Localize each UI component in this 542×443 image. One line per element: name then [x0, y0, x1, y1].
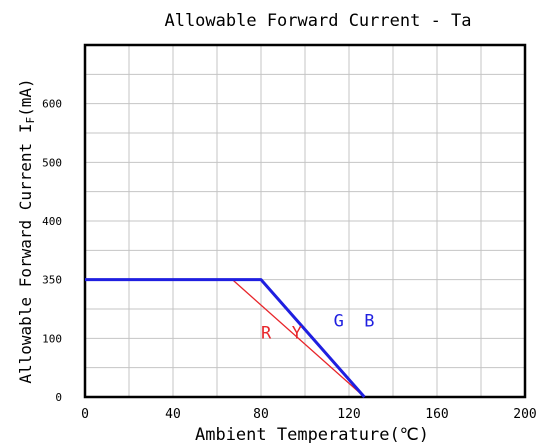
grid: [85, 45, 525, 397]
x-tick-label: 200: [513, 407, 536, 422]
y-tick-label: 350: [42, 274, 62, 287]
x-tick-label: 80: [253, 407, 269, 422]
x-axis-label: Ambient Temperature(℃): [195, 425, 429, 443]
x-tick-label: 0: [81, 407, 89, 422]
y-tick-label: 400: [42, 215, 62, 228]
x-tick-label: 120: [337, 407, 360, 422]
y-axis-label: Allowable Forward Current IF(mA): [16, 78, 37, 383]
y-axis-label-main: Allowable Forward Current I: [16, 124, 35, 384]
y-tick-label: 0: [55, 391, 62, 404]
x-tick-label: 160: [425, 407, 448, 422]
series-line-gb: [85, 278, 366, 398]
series-annotation: R Y: [261, 323, 302, 343]
chart-title: Allowable Forward Current - Ta: [164, 11, 471, 31]
x-tick-labels: 0 40 80 120 160 200: [81, 407, 537, 422]
y-axis-label-unit: (mA): [16, 78, 35, 117]
series-group: [85, 278, 366, 398]
annotations: R YG B: [261, 312, 375, 344]
y-tick-labels: 0 100 350 400 500 600: [42, 98, 62, 404]
y-tick-label: 100: [42, 332, 62, 345]
series-annotation: G B: [334, 312, 375, 332]
x-tick-label: 40: [165, 407, 181, 422]
plot-frame: [83, 43, 527, 399]
y-tick-label: 500: [42, 156, 62, 169]
y-axis-label-sub: F: [24, 117, 37, 124]
y-tick-label: 600: [42, 98, 62, 111]
